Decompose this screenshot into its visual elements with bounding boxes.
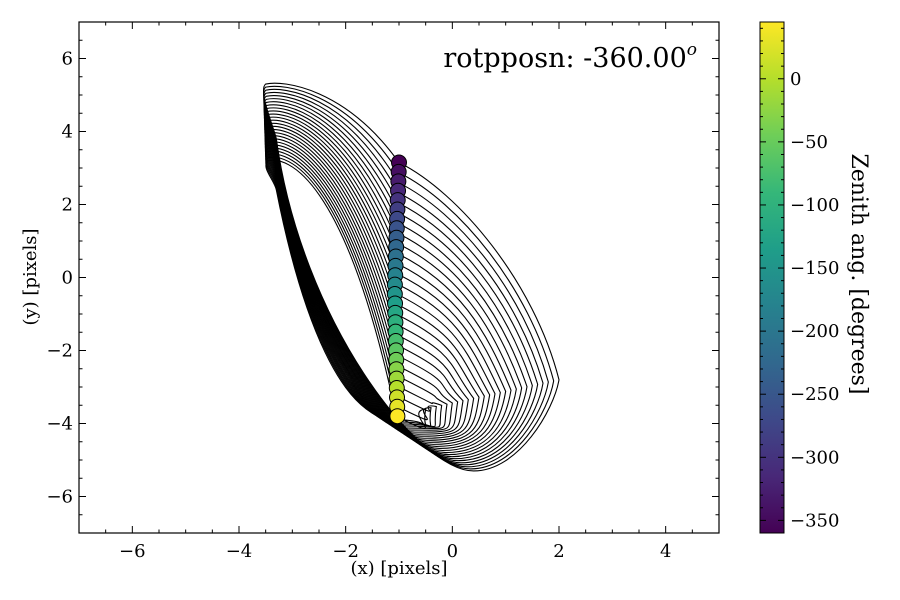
x-axis-label: (x) [pixels]	[350, 558, 447, 579]
colorbar-tick-label: 0	[790, 69, 801, 90]
colorbar-tick-label: −350	[790, 510, 839, 531]
contour-line	[263, 101, 528, 460]
colorbar-tick-label: −50	[790, 132, 828, 153]
contour-line	[264, 138, 464, 435]
y-tick-label: −2	[46, 341, 73, 362]
contour-line	[265, 150, 443, 428]
y-tick-label: −6	[46, 487, 73, 508]
contour-line	[264, 132, 475, 439]
y-tick-label: 2	[62, 195, 73, 216]
contour-line	[264, 122, 491, 445]
contour-line	[264, 135, 469, 437]
contour-line	[264, 113, 507, 452]
x-tick-label: −6	[119, 541, 146, 562]
x-tick-label: 2	[553, 541, 564, 562]
contour-line	[264, 141, 459, 433]
colorbar-tick-label: −300	[790, 447, 839, 468]
y-tick-label: 0	[62, 268, 73, 289]
y-tick-label: 4	[62, 122, 73, 143]
contour-line	[263, 107, 517, 456]
axis-ticks	[78, 21, 720, 534]
contour-line	[265, 153, 437, 428]
y-tick-label: −4	[46, 414, 73, 435]
colorbar-tick-label: −250	[790, 384, 839, 405]
x-tick-label: −2	[332, 541, 359, 562]
x-tick-label: −4	[226, 541, 253, 562]
x-tick-label: 4	[660, 541, 671, 562]
x-tick-label: 0	[447, 541, 458, 562]
colorbar-tick-label: −100	[790, 195, 839, 216]
data-points	[386, 154, 407, 425]
contour-line	[263, 95, 539, 464]
contour-line	[264, 116, 501, 450]
y-axis-label: (y) [pixels]	[20, 228, 41, 325]
contour-line	[263, 104, 523, 458]
colorbar	[759, 21, 785, 534]
x-tick-labels: −6 −4 −2 0 2 4	[119, 541, 671, 562]
contour-line	[263, 98, 533, 462]
rotation-annotation: rotpposn: -360.00o	[443, 40, 697, 74]
data-point	[389, 408, 406, 425]
colorbar-tick-label: −200	[790, 321, 839, 342]
contour-line	[264, 128, 480, 441]
contour-line	[265, 159, 427, 430]
contour-line	[264, 144, 453, 431]
contour-line	[264, 119, 496, 447]
contour-line	[265, 156, 432, 427]
contour-line	[263, 110, 512, 454]
contour-line	[264, 125, 485, 443]
y-tick-labels: −6 −4 −2 0 2 4 6	[46, 49, 73, 508]
y-tick-label: 6	[62, 49, 73, 70]
colorbar-tick-label: −150	[790, 258, 839, 279]
colorbar-ticks: 0 −50 −100 −150 −200 −250 −300 −350	[760, 27, 839, 531]
contour-lines	[263, 82, 560, 472]
contour-line	[265, 147, 448, 430]
colorbar-label: Zenith ang. [degrees]	[846, 153, 871, 394]
